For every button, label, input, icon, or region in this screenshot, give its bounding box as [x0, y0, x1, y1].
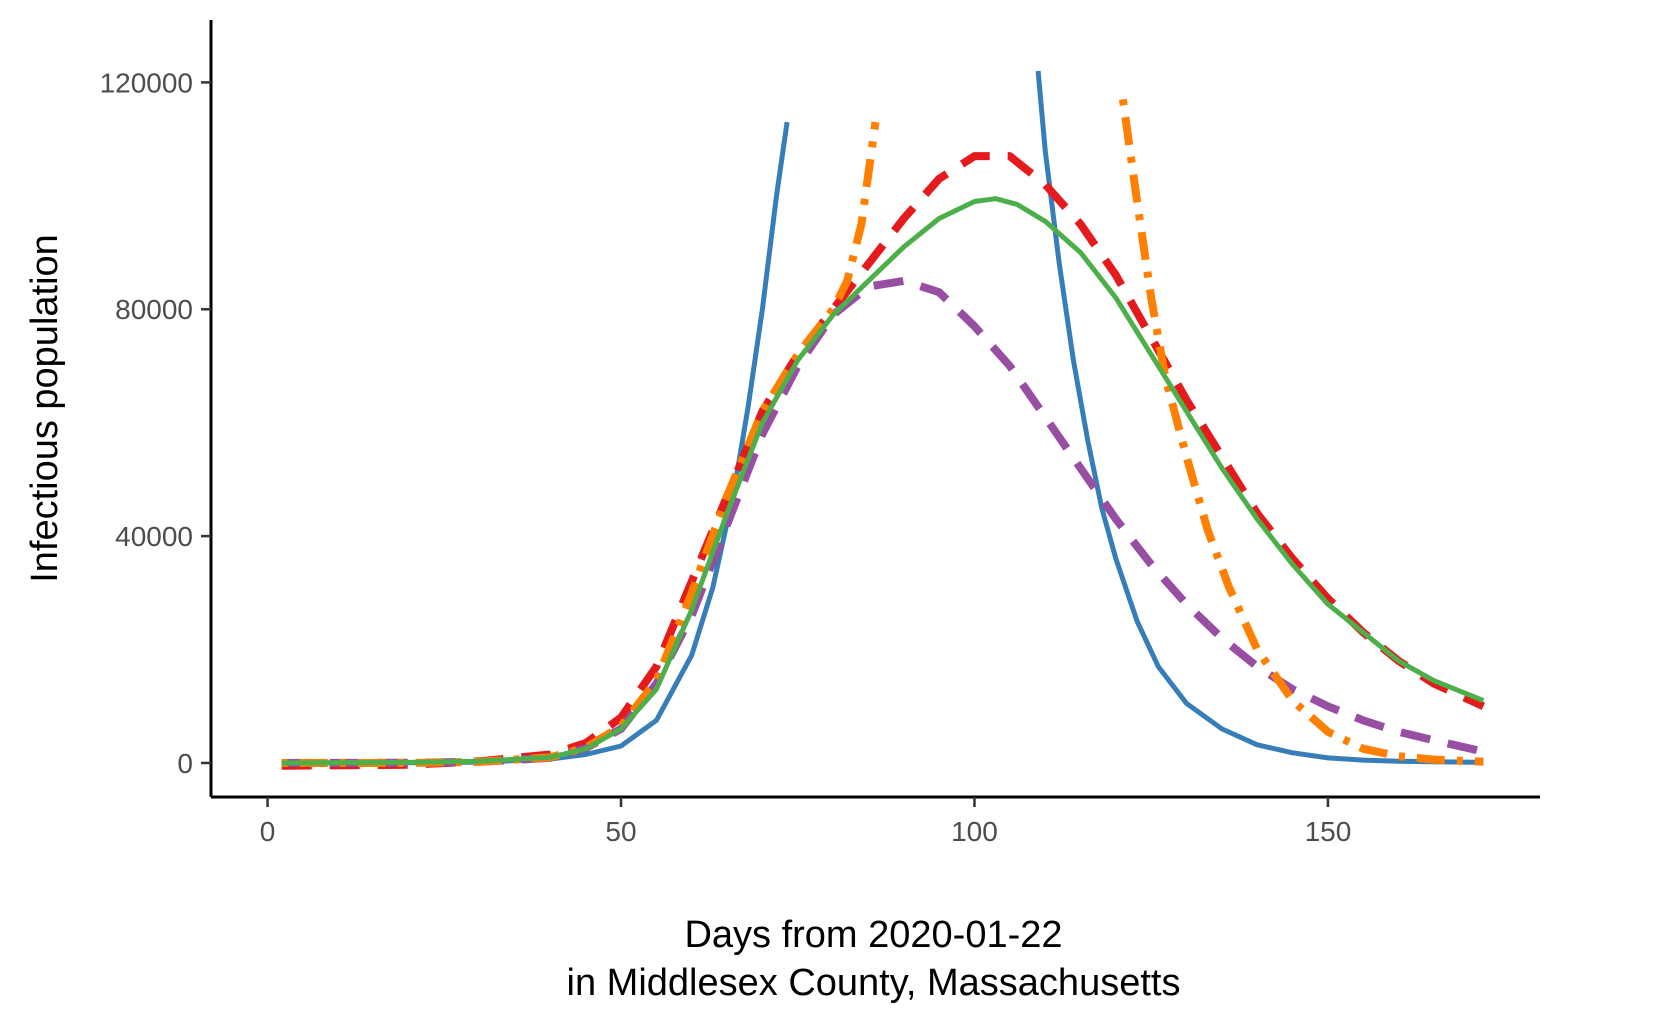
x-tick-label: 0 — [260, 816, 276, 847]
y-axis-title: Infectious population — [24, 234, 66, 583]
series-line-3 — [281, 152, 1486, 770]
x-axis-title-line-1: Days from 2020-01-22 — [684, 914, 1062, 956]
series-line-7 — [281, 196, 1485, 766]
series-line-2 — [1035, 70, 1484, 765]
y-tick-label: 80000 — [115, 294, 193, 325]
series-line-4 — [281, 276, 1485, 767]
x-axis-title-line-2: in Middlesex County, Massachusetts — [567, 962, 1181, 1004]
x-ticks: 0 50 100 150 — [260, 797, 1352, 847]
y-tick-label: 0 — [177, 748, 193, 779]
y-ticks: 0 40000 80000 120000 — [100, 67, 211, 779]
series-line-1 — [281, 121, 790, 766]
y-tick-label: 40000 — [115, 521, 193, 552]
y-tick-label: 120000 — [100, 67, 193, 98]
plot-series — [281, 70, 1486, 770]
series-line-6 — [1118, 98, 1484, 766]
x-tick-label: 150 — [1305, 816, 1352, 847]
x-tick-label: 50 — [605, 816, 636, 847]
series-line-5 — [281, 121, 880, 767]
x-tick-label: 100 — [951, 816, 998, 847]
